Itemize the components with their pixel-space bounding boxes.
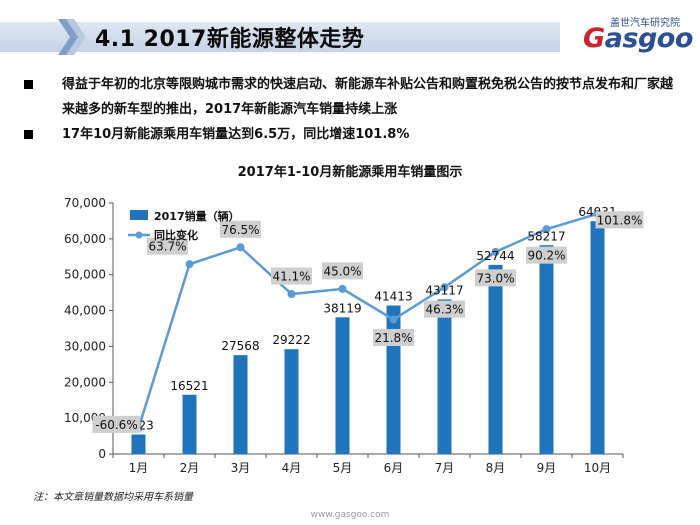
x-tick-label: 4月 [282,461,302,475]
bar [284,349,299,454]
bar [590,221,605,454]
bar [233,355,248,454]
page-title: 4.1 2017新能源整体走势 [95,27,365,52]
bar [335,317,350,454]
line-point [389,315,398,324]
bullet-square-icon [24,80,33,89]
header: 4.1 2017新能源整体走势 盖世汽车研究院 Gasgoo [0,0,700,62]
y-tick-label: 40,000 [64,304,106,318]
line-value-label: 63.7% [148,240,186,254]
x-tick-label: 9月 [537,461,557,475]
bar-value-label: 29222 [272,333,310,347]
line-point [236,243,245,252]
line-point [491,247,500,256]
chart-svg: 2017年1-10月新能源乘用车销量图示010,00020,00030,0004… [64,164,644,475]
line-value-label: 73.0% [476,271,514,285]
bullet-square-icon [24,130,33,139]
y-tick-label: 30,000 [64,339,106,353]
line-label-box [271,267,312,285]
line-label-box [526,246,567,264]
logo-text: asgoo [604,23,694,54]
bar [131,434,146,454]
line-label-box [92,415,141,433]
bar [386,305,401,454]
bar-value-label: 27568 [221,339,259,353]
line-series [137,212,598,429]
logo-subtitle: 盖世汽车研究院 [610,18,680,29]
bar-value-label: 52744 [476,249,514,263]
line-value-label: 90.2% [527,249,565,263]
chart-title: 2017年1-10月新能源乘用车销量图示 [238,164,463,180]
x-tick-label: 3月 [231,461,251,475]
bar-value-label: 16521 [170,379,208,393]
line-label-box [220,220,261,238]
bar [182,394,197,454]
title-bar [0,22,560,52]
line-label-box [322,262,363,280]
bar [539,245,554,454]
bullet-item: 17年10月新能源乘用车销量达到6.5万，同比增速101.8% [24,122,684,147]
legend-bar-label: 2017销量（辆） [154,209,240,223]
line-value-label: 76.5% [221,223,259,237]
legend-bar-swatch [130,210,148,220]
y-tick-label: 60,000 [64,232,106,246]
line-value-label: 45.0% [323,264,361,278]
line-value-label: 46.3% [425,303,463,317]
sales-chart: 2017年1-10月新能源乘用车销量图示 0 10,000 20,000 30,000 4… [0,150,700,490]
bullet-list: 得益于年初的北京等限购城市需求的快速启动、新能源车补贴公告和购置税免税公告的按节… [24,72,684,147]
line-value-label: 21.8% [374,331,412,345]
bar [488,264,503,454]
line-value-label: 101.8% [597,213,643,227]
x-tick-label: 5月 [333,461,353,475]
x-tick-label: 6月 [384,461,404,475]
line-label-box [475,269,516,287]
bar [437,299,452,454]
line-value-label: -60.6% [95,418,137,432]
footnote: 注：本文章销量数据均采用车系销量 [33,492,193,503]
line-label-box [424,300,465,318]
line-point [287,290,296,299]
line-point [440,283,449,292]
bar-value-label: 41413 [374,290,412,304]
y-tick-label: 20,000 [64,375,106,389]
y-tick-label: 0 [98,447,106,461]
bullet-text: 得益于年初的北京等限购城市需求的快速启动、新能源车补贴公告和购置税免税公告的按节… [62,77,674,117]
site-url: www.gasgoo.com [310,510,390,520]
x-tick-label: 2月 [180,461,200,475]
line-point [338,284,347,293]
line-point [542,225,551,234]
y-tick-label: 70,000 [64,196,106,210]
chevron-right-icon [58,19,86,55]
legend-line-marker [135,231,143,239]
bar-value-label: 58217 [527,229,565,243]
logo-letter: G [583,23,605,54]
x-tick-label: 10月 [584,461,611,475]
line-label-box [147,237,188,255]
line-point [185,260,194,269]
x-tick-label: 7月 [435,461,455,475]
line-label-box [373,329,414,347]
bar-value-label: 38119 [323,301,361,315]
x-tick-label: 1月 [129,461,149,475]
x-tick-label: 8月 [486,461,506,475]
gasgoo-logo: Gasgoo [583,23,693,54]
bullet-item: 得益于年初的北京等限购城市需求的快速启动、新能源车补贴公告和购置税免税公告的按节… [24,72,684,122]
legend-line-label: 同比变化 [154,228,198,242]
line-value-label: 41.1% [272,270,310,284]
bullet-text: 17年10月新能源乘用车销量达到6.5万，同比增速101.8% [62,127,410,142]
bar-value-label: 43117 [425,283,463,297]
line-label-box [595,211,644,229]
y-tick-label: 50,000 [64,268,106,282]
